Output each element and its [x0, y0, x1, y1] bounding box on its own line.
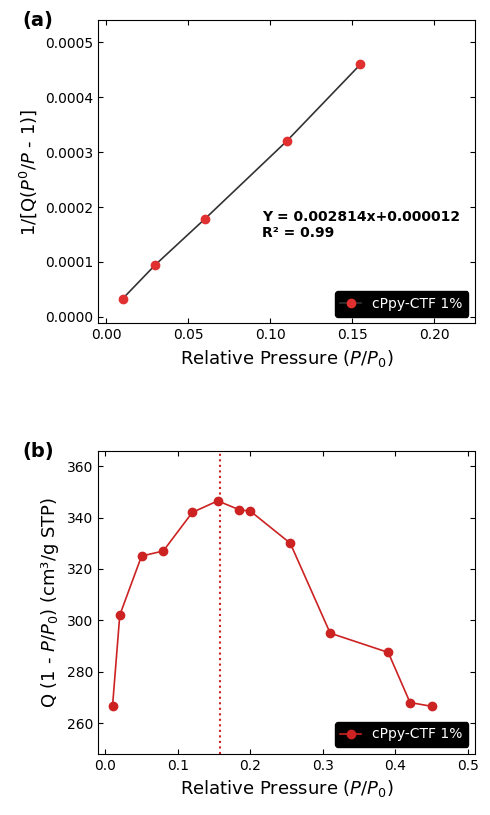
Y-axis label: Q (1 - $P/P_0$) (cm³/g STP): Q (1 - $P/P_0$) (cm³/g STP)	[39, 497, 61, 707]
Legend: cPpy-CTF 1%: cPpy-CTF 1%	[335, 292, 468, 316]
Text: (a): (a)	[23, 11, 53, 30]
X-axis label: Relative Pressure ($P/P_0$): Relative Pressure ($P/P_0$)	[180, 348, 393, 369]
Y-axis label: 1/[Q($P^0/P$ - 1)]: 1/[Q($P^0/P$ - 1)]	[18, 108, 39, 236]
Text: Y = 0.002814x+0.000012
R² = 0.99: Y = 0.002814x+0.000012 R² = 0.99	[262, 210, 460, 240]
Legend: cPpy-CTF 1%: cPpy-CTF 1%	[335, 722, 468, 747]
X-axis label: Relative Pressure ($P/P_0$): Relative Pressure ($P/P_0$)	[180, 778, 393, 800]
Text: (b): (b)	[23, 442, 54, 460]
